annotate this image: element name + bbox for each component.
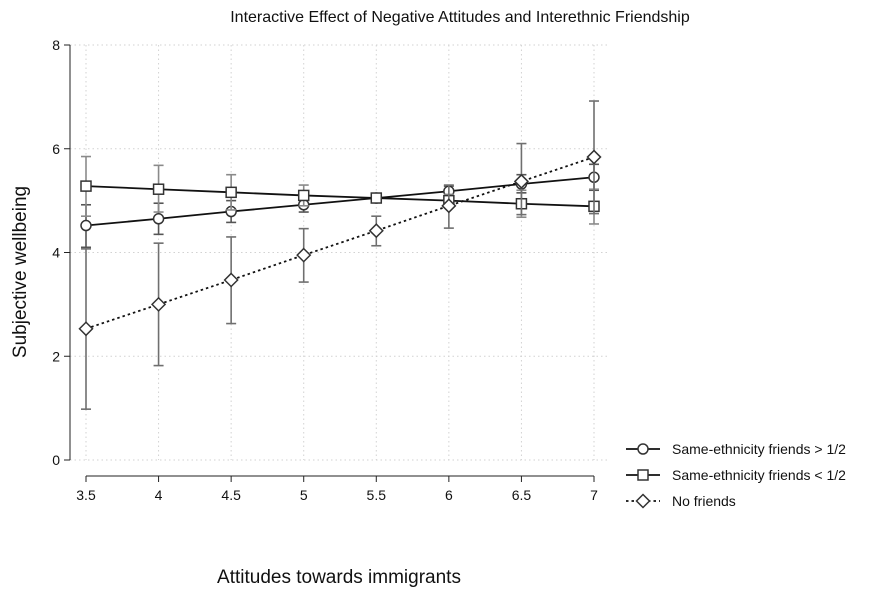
data-point xyxy=(78,321,94,337)
legend-entry: Same-ethnicity friends > 1/2 xyxy=(626,441,846,457)
legend-entry: Same-ethnicity friends < 1/2 xyxy=(626,467,846,483)
x-axis-label: Attitudes towards immigrants xyxy=(217,567,461,588)
legend: Same-ethnicity friends > 1/2 Same-ethnici… xyxy=(626,441,846,509)
data-point xyxy=(586,149,602,165)
legend-label: Same-ethnicity friends < 1/2 xyxy=(672,467,846,483)
legend-marker xyxy=(637,469,649,481)
data-point xyxy=(151,296,167,312)
series-layer xyxy=(78,100,602,410)
data-point xyxy=(152,183,165,195)
data-point xyxy=(513,173,529,189)
legend-marker xyxy=(635,493,651,509)
axes: 0 2 4 6 8 3.5 4 4.5 5 5.5 6 6.5 7 xyxy=(52,37,598,503)
data-point xyxy=(297,189,310,202)
legend-marker xyxy=(637,443,649,455)
y-tick-label: 4 xyxy=(52,245,60,261)
chart-title: Interactive Effect of Negative Attitudes… xyxy=(230,9,690,26)
legend-label: Same-ethnicity friends > 1/2 xyxy=(672,441,846,457)
data-point xyxy=(80,219,92,232)
y-tick-label: 2 xyxy=(52,348,60,364)
x-tick-label: 5 xyxy=(300,487,308,503)
legend-label: No friends xyxy=(672,493,736,509)
series-line xyxy=(85,185,595,208)
data-point xyxy=(80,180,92,192)
y-tick-label: 8 xyxy=(52,37,60,53)
x-tick-label: 4 xyxy=(155,487,163,503)
series-line xyxy=(85,156,595,330)
data-point xyxy=(370,192,383,204)
y-tick-label: 0 xyxy=(52,452,60,468)
data-point xyxy=(441,198,457,214)
x-tick-label: 6.5 xyxy=(512,487,532,503)
x-tick-label: 6 xyxy=(445,487,453,503)
y-axis-label: Subjective wellbeing xyxy=(10,186,31,358)
x-tick-label: 7 xyxy=(590,487,598,503)
grid xyxy=(70,44,608,461)
x-tick-label: 4.5 xyxy=(221,487,241,503)
x-tick-label: 3.5 xyxy=(76,487,96,503)
y-tick-label: 6 xyxy=(52,141,60,157)
data-point xyxy=(152,213,165,225)
legend-entry: No friends xyxy=(626,493,736,509)
data-point xyxy=(225,186,237,199)
data-point xyxy=(368,223,384,239)
x-tick-label: 5.5 xyxy=(367,487,387,503)
series-3 xyxy=(78,100,602,410)
data-point xyxy=(296,247,312,263)
data-point xyxy=(223,272,239,288)
